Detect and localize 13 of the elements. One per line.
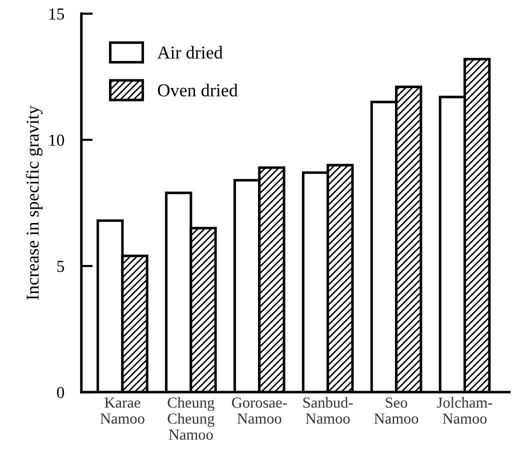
legend-label: Air dried: [157, 46, 223, 59]
y-tick-label: 15: [50, 8, 64, 20]
x-tick-label: Gorosae- Namoo: [232, 398, 287, 424]
x-tick-label: Sanbud- Namoo: [303, 397, 353, 424]
x-tick-label: Seo Namoo: [374, 398, 418, 424]
y-tick-label: 0: [57, 386, 64, 398]
y-tick-label: 10: [50, 134, 64, 146]
x-tick-label: Cheung Cheung Namoo: [168, 397, 214, 440]
x-tick-label: Karae Namoo: [100, 398, 144, 424]
x-tick-label: Jolcham- Namoo: [437, 397, 492, 424]
y-tick-label: 5: [57, 260, 64, 272]
legend-label: Oven dried: [158, 84, 238, 96]
y-axis-title: Increase in specific gravity: [26, 105, 42, 300]
